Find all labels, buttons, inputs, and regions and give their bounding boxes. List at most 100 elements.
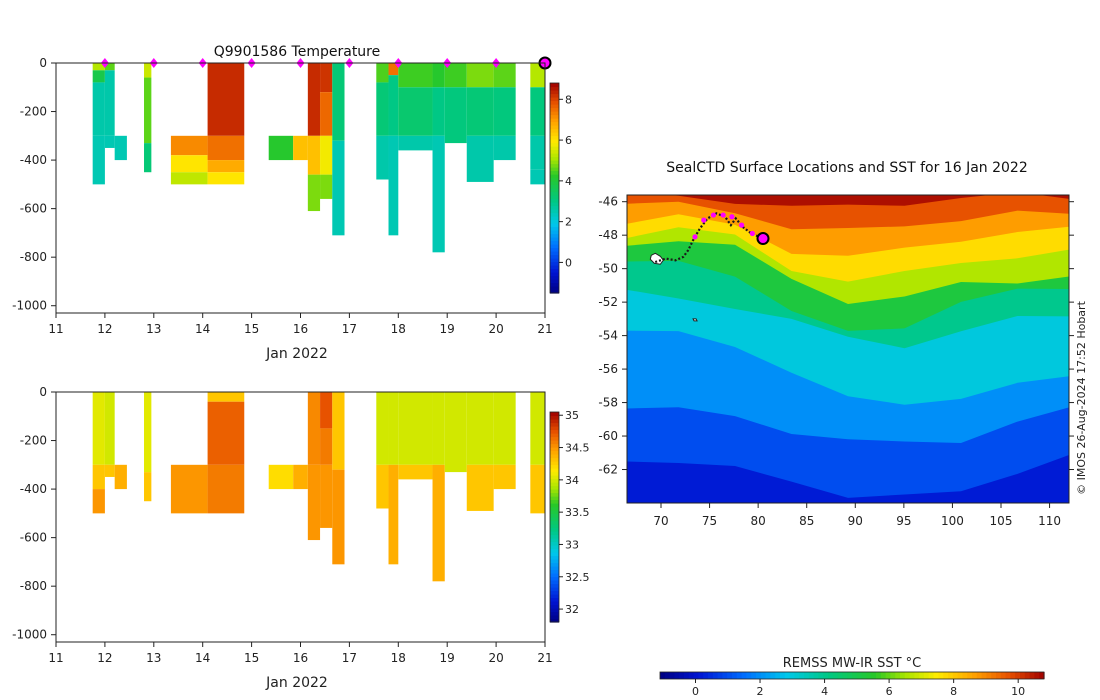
colorbar-swatch [550, 584, 559, 588]
sst-colorbar-swatch [684, 672, 689, 679]
sst-colorbar-swatch [958, 672, 963, 679]
x-tick-label: 11 [48, 322, 63, 336]
profile-cell [144, 63, 151, 78]
colorbar-swatch [550, 286, 559, 290]
y-tick-label: -600 [20, 202, 47, 216]
profile-cell [115, 136, 127, 160]
temperature-yaxis: 0-200-400-600-800-1000 [12, 56, 56, 313]
x-tick-label: 21 [537, 322, 552, 336]
sst-colorbar-tick-label: 6 [886, 685, 893, 698]
sst-colorbar-swatch [679, 672, 684, 679]
sst-colorbar-swatch [722, 672, 727, 679]
colorbar-swatch [550, 426, 559, 430]
surface-location-point [711, 212, 716, 217]
salinity-xlabel: Jan 2022 [265, 675, 328, 691]
sst-colorbar-swatch [967, 672, 972, 679]
profile-cell [332, 470, 344, 565]
colorbar-swatch [550, 125, 559, 129]
colorbar-swatch [550, 517, 559, 521]
colorbar-swatch [550, 454, 559, 458]
colorbar-swatch [550, 129, 559, 133]
profile-cell [332, 141, 344, 236]
colorbar-tick-label: 2 [565, 216, 572, 229]
colorbar-swatch [550, 248, 559, 252]
sst-colorbar-swatch [842, 672, 847, 679]
sst-colorbar-swatch [708, 672, 713, 679]
lon-tick-label: 90 [848, 514, 863, 528]
lon-tick-label: 70 [653, 514, 668, 528]
sst-colorbar-swatch [852, 672, 857, 679]
colorbar-swatch [550, 598, 559, 602]
profile-cell [433, 465, 445, 582]
colorbar-swatch [550, 444, 559, 448]
profile-cell [144, 392, 151, 472]
lat-tick-label: -58 [598, 396, 618, 410]
colorbar-swatch [550, 132, 559, 136]
sst-colorbar-tick-label: 4 [821, 685, 828, 698]
profile-cell [308, 63, 320, 136]
colorbar-swatch [550, 237, 559, 241]
colorbar-swatch [550, 573, 559, 577]
profile-cell [398, 87, 432, 136]
profile-cell [308, 392, 320, 465]
profile-cell [494, 465, 516, 489]
sst-colorbar-swatch [790, 672, 795, 679]
y-tick-label: -200 [20, 434, 47, 448]
colorbar-swatch [550, 255, 559, 259]
x-tick-label: 18 [391, 651, 406, 665]
salinity-cells [93, 392, 545, 581]
colorbar-tick-label: 4 [565, 175, 572, 188]
profile-cell [208, 172, 245, 184]
colorbar-swatch [550, 97, 559, 101]
sst-colorbar-swatch [694, 672, 699, 679]
colorbar-swatch [550, 90, 559, 94]
profile-cell [445, 392, 467, 472]
sst-colorbar-swatch [876, 672, 881, 679]
y-tick-label: 0 [39, 385, 47, 399]
sst-colorbar-swatch [862, 672, 867, 679]
sst-colorbar-swatch [929, 672, 934, 679]
profile-cell [530, 465, 545, 514]
colorbar-swatch [550, 178, 559, 182]
sst-colorbar-swatch [962, 672, 967, 679]
colorbar-swatch [550, 272, 559, 276]
sst-colorbar-swatch [761, 672, 766, 679]
sst-colorbar-swatch [727, 672, 732, 679]
colorbar-swatch [550, 486, 559, 490]
sst-colorbar-swatch [948, 672, 953, 679]
colorbar-swatch [550, 167, 559, 171]
colorbar-tick-label: 34.5 [565, 442, 590, 455]
y-tick-label: -600 [20, 531, 47, 545]
colorbar-tick-label: 8 [565, 93, 572, 106]
figure: Q9901586 Temperature 11 12 13 14 15 16 17 18 19 2… [0, 0, 1100, 700]
colorbar-swatch [550, 437, 559, 441]
colorbar-swatch [550, 556, 559, 560]
colorbar-swatch [550, 244, 559, 248]
colorbar-swatch [550, 220, 559, 224]
lat-tick-label: -46 [598, 195, 618, 209]
profile-cell [269, 136, 293, 160]
sst-colorbar-swatch [914, 672, 919, 679]
sst-colorbar-tick-label: 2 [757, 685, 764, 698]
colorbar-swatch [550, 153, 559, 157]
lat-tick-label: -62 [598, 463, 618, 477]
profile-cell [320, 136, 332, 175]
sst-colorbar-swatch [938, 672, 943, 679]
profile-cell [93, 392, 105, 465]
colorbar-swatch [550, 472, 559, 476]
sst-colorbar-swatch [756, 672, 761, 679]
colorbar-swatch [550, 601, 559, 605]
profile-cell [398, 136, 432, 151]
colorbar-swatch [550, 94, 559, 98]
profile-cell [144, 78, 151, 144]
colorbar-swatch [550, 104, 559, 108]
profile-cell [433, 63, 445, 87]
colorbar-tick-label: 32 [565, 603, 579, 616]
profile-cell [530, 392, 545, 465]
x-tick-label: 19 [440, 322, 455, 336]
colorbar-swatch [550, 465, 559, 469]
x-tick-label: 20 [488, 651, 503, 665]
profile-cell [105, 70, 115, 136]
sst-colorbar-swatch [900, 672, 905, 679]
colorbar-swatch [550, 535, 559, 539]
